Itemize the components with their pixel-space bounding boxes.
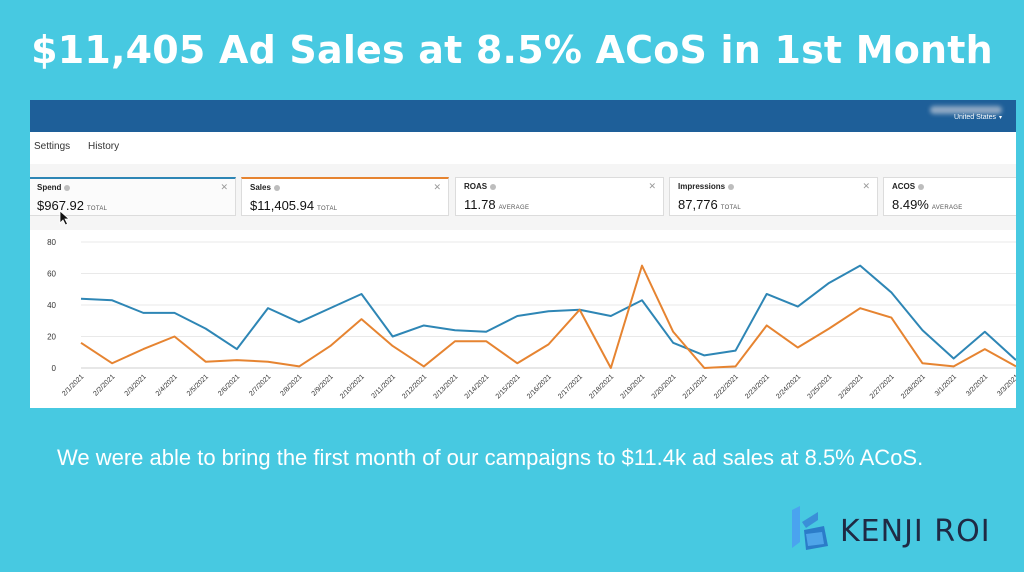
x-tick-label: 2/28/2021: [900, 373, 927, 400]
performance-line-chart: 0 20 40 60 80 2/1/2021 2/2/2021 2/3/2021 2/4/202…: [47, 238, 1016, 400]
caption-text: We were able to bring the first month of…: [57, 445, 924, 470]
metric-unit: AVERAGE: [931, 205, 963, 211]
x-tick-label: 2/10/2021: [339, 373, 366, 400]
metric-unit: TOTAL: [87, 206, 108, 212]
x-tick-label: 2/14/2021: [464, 373, 491, 400]
headline: $11,405 Ad Sales at 8.5% ACoS in 1st Mon…: [31, 28, 993, 72]
info-icon: [490, 183, 497, 190]
metric-value: 11.78: [464, 197, 496, 212]
info-icon: [64, 184, 71, 191]
sub-navigation: Settings History: [30, 132, 1016, 165]
metric-card-sales[interactable]: Sales ✕ $11,405.94 TOTAL: [241, 177, 449, 216]
x-tick-label: 2/27/2021: [869, 373, 896, 400]
info-icon: [273, 184, 280, 191]
x-tick-label: 2/19/2021: [619, 373, 646, 400]
region-label: United States: [953, 114, 996, 121]
x-tick-label: 2/3/2021: [124, 373, 148, 397]
metric-value: $967.92: [37, 198, 84, 213]
top-bar: United States ▾: [30, 100, 1016, 132]
metric-label: ROAS: [464, 182, 488, 191]
x-tick-label: 2/9/2021: [311, 373, 335, 397]
y-tick-label: 60: [47, 270, 56, 279]
metric-value: $11,405.94: [250, 198, 315, 213]
x-tick-label: 2/20/2021: [651, 373, 678, 400]
y-tick-label: 0: [52, 364, 57, 373]
x-tick-label: 2/17/2021: [557, 373, 584, 400]
x-tick-label: 2/7/2021: [248, 373, 272, 397]
close-icon[interactable]: ✕: [648, 181, 656, 191]
x-tick-label: 2/21/2021: [682, 373, 709, 400]
x-tick-label: 2/13/2021: [432, 373, 459, 400]
metric-card-spend[interactable]: Spend ✕ $967.92 TOTAL: [30, 177, 236, 216]
x-tick-label: 2/24/2021: [775, 373, 802, 400]
y-tick-label: 20: [47, 333, 56, 342]
x-tick-label: 2/16/2021: [526, 373, 553, 400]
metric-value: 8.49%: [892, 197, 929, 212]
brand-name: KENJI ROI: [840, 514, 991, 549]
metric-unit: TOTAL: [317, 206, 338, 212]
metric-unit: TOTAL: [720, 205, 742, 211]
x-tick-label: 2/4/2021: [155, 373, 179, 397]
x-tick-label: 2/22/2021: [713, 373, 740, 400]
metrics-row: Spend ✕ $967.92 TOTAL Sales ✕ $11,405.94 T…: [30, 164, 1016, 230]
x-tick-label: 2/15/2021: [495, 373, 522, 400]
x-tick-label: 2/5/2021: [186, 373, 210, 397]
account-name-blurred: [930, 106, 1002, 114]
kenji-roi-logo-icon: [792, 506, 828, 550]
x-tick-label: 2/23/2021: [744, 373, 771, 400]
caret-down-icon: ▾: [998, 115, 1002, 121]
x-tick-label: 2/26/2021: [838, 373, 865, 400]
metric-label: Impressions: [678, 182, 726, 191]
metric-card-acos[interactable]: ACOS 8.49% AVERAGE: [883, 177, 1016, 216]
x-tick-label: 2/25/2021: [806, 373, 833, 400]
close-icon[interactable]: ✕: [433, 182, 441, 192]
x-tick-label: 3/1/2021: [934, 373, 958, 397]
x-tick-label: 2/1/2021: [61, 373, 85, 397]
region-selector[interactable]: United States ▾: [954, 114, 1002, 121]
x-tick-label: 2/8/2021: [279, 373, 303, 397]
close-icon[interactable]: ✕: [220, 182, 228, 192]
x-tick-label: 3/2/2021: [965, 373, 989, 397]
series-line-sales: [80, 264, 1016, 369]
x-tick-label: 3/3/2021: [996, 373, 1016, 397]
brand-logo: KENJI ROI: [784, 504, 1014, 554]
metric-label: Spend: [37, 183, 62, 192]
settings-link[interactable]: Settings: [34, 141, 71, 152]
x-tick-label: 2/11/2021: [370, 373, 397, 400]
metric-label: Sales: [250, 183, 271, 192]
info-icon: [918, 183, 925, 190]
x-tick-label: 2/2/2021: [92, 373, 116, 397]
metric-card-roas[interactable]: ROAS ✕ 11.78 AVERAGE: [455, 177, 664, 216]
history-link[interactable]: History: [88, 141, 120, 152]
close-icon[interactable]: ✕: [862, 181, 870, 191]
metric-label: ACOS: [892, 182, 916, 191]
x-tick-label: 2/12/2021: [401, 373, 428, 400]
metric-unit: AVERAGE: [498, 205, 530, 211]
metric-card-impressions[interactable]: Impressions ✕ 87,776 TOTAL: [669, 177, 878, 216]
mouse-cursor-icon: [59, 210, 71, 226]
dashboard-screenshot: United States ▾ Settings History Spend ✕ …: [30, 100, 1016, 408]
info-icon: [728, 183, 735, 190]
x-tick-label: 2/18/2021: [588, 373, 615, 400]
y-tick-label: 80: [47, 238, 56, 247]
x-tick-label: 2/6/2021: [217, 373, 241, 397]
y-tick-label: 40: [47, 301, 56, 310]
metric-value: 87,776: [678, 197, 718, 212]
